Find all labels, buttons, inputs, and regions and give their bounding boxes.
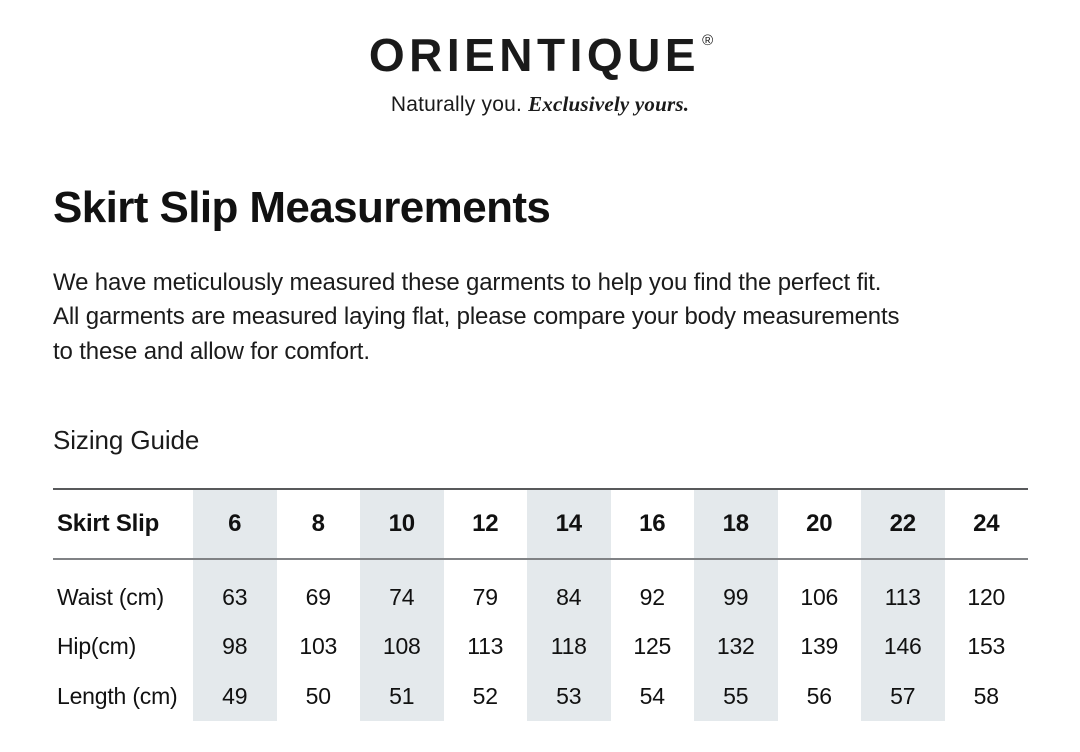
tagline-italic: Exclusively yours. [528, 92, 690, 116]
intro-line-3: to these and allow for comfort. [53, 337, 370, 365]
table-row: Waist (cm) 63 69 74 79 84 92 99 106 113 120 [53, 559, 1028, 622]
table-cell: 54 [639, 683, 665, 710]
intro-line-2: All garments are measured laying flat, p… [53, 303, 900, 331]
table-cell: 108 [382, 633, 421, 660]
table-cell: 153 [967, 633, 1006, 660]
table-header-size-20: 20 [806, 509, 833, 537]
table-cell: 53 [556, 683, 582, 710]
table-header-size-12: 12 [472, 509, 499, 537]
table-cell: 120 [967, 584, 1006, 611]
tagline-regular: Naturally you. [390, 93, 523, 116]
table-header-size-18: 18 [722, 509, 749, 537]
table-cell: 98 [222, 633, 248, 660]
table-cell: 63 [222, 584, 248, 611]
table-row: Hip(cm) 98 103 108 113 118 125 132 139 146 153 [53, 622, 1028, 672]
table-row-label: Length (cm) [57, 683, 178, 710]
table-cell: 146 [883, 633, 922, 660]
table-cell: 139 [800, 633, 839, 660]
table-cell: 113 [884, 584, 921, 611]
page-content: Skirt Slip Measurements We have meticulo… [0, 183, 1080, 722]
table-cell: 118 [550, 633, 587, 660]
sizing-table: Skirt Slip 6 8 10 12 14 16 18 20 22 24 Waist (cm)… [53, 488, 1028, 722]
table-cell: 103 [299, 633, 338, 660]
brand-logo-text: ORIENTIQUE ® [368, 29, 714, 81]
table-row: Length (cm) 49 50 51 52 53 54 55 56 57 58 [53, 672, 1028, 722]
table-cell: 106 [800, 584, 839, 611]
sizing-table-wrapper: Skirt Slip 6 8 10 12 14 16 18 20 22 24 Waist (cm)… [53, 488, 1028, 722]
table-header-size-6: 6 [228, 509, 242, 537]
intro-line-1: We have meticulously measured these garm… [53, 269, 882, 297]
table-cell: 55 [723, 683, 749, 710]
table-cell: 79 [472, 584, 498, 611]
table-cell: 50 [305, 683, 331, 710]
brand-tagline: Naturally you. Exclusively yours. [0, 92, 1080, 117]
intro-paragraph: We have meticulously measured these garm… [53, 266, 1013, 368]
registered-trademark-icon: ® [702, 31, 714, 49]
table-cell: 52 [472, 683, 498, 710]
table-cell: 84 [556, 584, 582, 611]
table-header-size-24: 24 [973, 509, 1000, 537]
page-title: Skirt Slip Measurements [53, 183, 551, 232]
table-cell: 49 [222, 683, 248, 710]
table-cell: 58 [973, 683, 999, 710]
section-title-sizing-guide: Sizing Guide [53, 424, 200, 455]
table-cell: 56 [806, 683, 832, 710]
table-header-size-16: 16 [639, 509, 666, 537]
table-cell: 113 [467, 633, 504, 660]
sizing-table-header: Skirt Slip 6 8 10 12 14 16 18 20 22 24 [53, 488, 1028, 559]
table-header-size-8: 8 [311, 509, 325, 537]
brand-name-label: ORIENTIQUE [368, 29, 701, 81]
table-cell: 69 [305, 584, 331, 611]
table-row-label: Waist (cm) [57, 584, 165, 611]
table-header-size-10: 10 [388, 509, 415, 537]
brand-header: ORIENTIQUE ® Naturally you. Exclusively y… [0, 0, 1080, 117]
table-cell: 57 [890, 683, 916, 710]
table-header-row: Skirt Slip 6 8 10 12 14 16 18 20 22 24 [53, 489, 1028, 559]
table-cell: 125 [633, 633, 672, 660]
table-header-size-14: 14 [555, 509, 582, 537]
table-corner-label: Skirt Slip [57, 509, 160, 537]
table-cell: 132 [716, 633, 755, 660]
table-cell: 51 [389, 683, 415, 710]
table-header-size-22: 22 [889, 509, 916, 537]
table-cell: 92 [639, 584, 665, 611]
table-cell: 99 [723, 584, 749, 611]
table-cell: 74 [389, 584, 415, 611]
table-row-label: Hip(cm) [57, 633, 137, 660]
sizing-table-body: Waist (cm) 63 69 74 79 84 92 99 106 113 120 Hip(cm)… [53, 559, 1028, 722]
